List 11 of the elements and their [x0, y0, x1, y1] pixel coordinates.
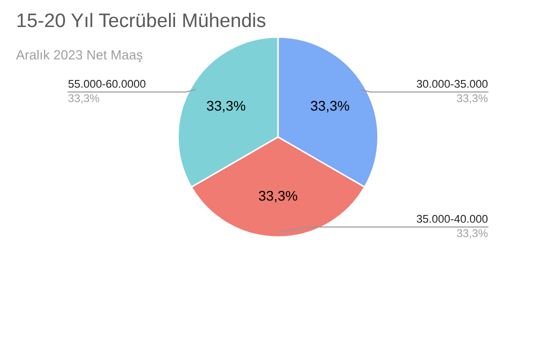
text: 33,3%: [456, 94, 488, 104]
text: Aralık 2023 Net Maaş: [16, 50, 142, 62]
data-label: 33,3%: [206, 100, 246, 112]
slice-label: 35.000-40.000: [416, 214, 488, 223]
chart-title: 15-20 Yıl Tecrübeli Mühendis: [17, 12, 266, 28]
text: 33,3%: [456, 229, 488, 238]
slice-label: 55.000-60.0000: [68, 80, 146, 88]
slice-label: 30.000-35.000: [416, 80, 488, 88]
text: 33,3%: [68, 94, 100, 104]
data-label: 33,3%: [310, 100, 350, 112]
data-label: 33,3%: [258, 190, 298, 202]
